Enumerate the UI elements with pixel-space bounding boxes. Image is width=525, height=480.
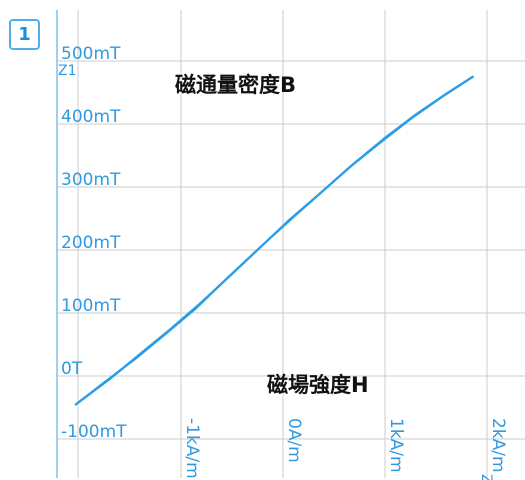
x-tick-label-3: 2kA/m	[488, 418, 508, 473]
y-tick-label-0: -100mT	[61, 422, 127, 442]
y-tick-label-3: 200mT	[61, 233, 121, 253]
chart-title: 磁通量密度B	[175, 73, 296, 97]
x-tick-label-2: 1kA/m	[386, 418, 406, 473]
x-tick-label-1: 0A/m	[284, 418, 304, 463]
x-axis-label: 磁場強度H	[267, 373, 369, 397]
y-tick-label-2: 100mT	[61, 296, 121, 316]
x-tick-label-0: -1kA/m	[182, 418, 202, 479]
y-tick-label-5: 400mT	[61, 107, 121, 127]
y-tick-label-6: 500mT	[61, 44, 121, 64]
y-tick-label-4: 300mT	[61, 170, 121, 190]
marker-z2[interactable]: Z2	[478, 474, 494, 480]
series-line-1	[74, 75, 474, 406]
series-layer	[74, 75, 474, 406]
series-line-0	[74, 75, 474, 406]
panel-number-badge[interactable]: 1	[9, 19, 40, 50]
label-layer: 磁通量密度B 磁場強度H Z1 Z2 -100mT 0T 100mT 200mT 300…	[58, 44, 508, 480]
y-tick-label-1: 0T	[61, 359, 83, 379]
grid-layer	[57, 10, 525, 478]
marker-z1[interactable]: Z1	[58, 63, 77, 79]
